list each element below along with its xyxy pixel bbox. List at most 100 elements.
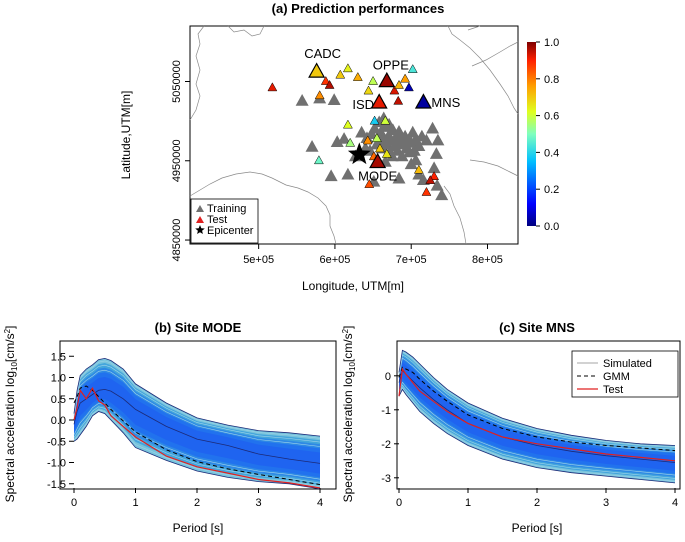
y-tick-label: -1 [381, 405, 391, 417]
simulated-trace [73, 403, 321, 480]
y-tick-label: -1.5 [47, 479, 66, 491]
x-tick-label: 8e+05 [472, 254, 503, 266]
simulated-trace [73, 364, 321, 443]
coastline [189, 25, 519, 245]
test-station [320, 75, 331, 85]
test-station-cadc [308, 62, 326, 78]
panel-a-xlabel: Longitude, UTM[m] [302, 279, 404, 293]
site-label-isd: ISD [352, 97, 374, 112]
test-station [400, 73, 411, 83]
x-tick-label: 0 [71, 497, 77, 509]
y-tick-label: 4850000 [171, 219, 183, 262]
legend-epicenter-icon [195, 225, 205, 234]
test-station [407, 64, 418, 73]
epicenter-star [347, 142, 371, 165]
epicenter [347, 142, 371, 165]
test-station [403, 82, 414, 92]
x-tick-label: 4 [672, 497, 678, 509]
panel-c-legend: Simulated GMM Test [571, 350, 679, 398]
training-station [341, 167, 355, 180]
test-station [313, 155, 324, 165]
gmm-line [73, 385, 321, 486]
panel-c-xlabel: Period [s] [512, 521, 563, 535]
training-station [435, 188, 449, 201]
x-tick-label: 3 [255, 497, 261, 509]
panel-b-lines [73, 385, 321, 489]
test-station [421, 186, 432, 196]
test-station [352, 71, 363, 81]
y-tick-label: 5050000 [171, 60, 183, 103]
training-station [295, 94, 309, 106]
legend-epicenter: Epicenter [207, 225, 254, 237]
y-tick-label: -1.0 [47, 458, 66, 470]
panel-b-ylabel: Spectral acceleration log10[cm/s2] [3, 326, 19, 503]
x-tick-label: 4 [317, 497, 323, 509]
test-station-mode [369, 152, 387, 169]
legend-training-icon [196, 205, 204, 212]
legend-test: Test [603, 384, 623, 396]
training-station [427, 161, 441, 174]
simulated-median-line [73, 388, 321, 464]
panel-b-xlabel: Period [s] [173, 521, 224, 535]
y-tick-label: 1.0 [51, 373, 66, 385]
x-tick-label: 6e+05 [319, 254, 350, 266]
test-station-mns [414, 93, 432, 109]
colorbar-tick-label: 0.4 [544, 147, 559, 159]
training-station [392, 171, 406, 184]
panel-a-title: (a) Prediction performances [272, 1, 445, 16]
training-station [305, 140, 319, 152]
panel-a-plot-frame [189, 25, 519, 245]
y-tick-label: 1.5 [51, 351, 66, 363]
test-station [413, 164, 424, 174]
legend-simulated: Simulated [603, 358, 652, 370]
test-station-oppe [378, 71, 396, 88]
training-station [385, 149, 399, 162]
x-tick-label: 1 [465, 497, 471, 509]
test-station-isd [370, 93, 388, 109]
simulated-trace [398, 387, 676, 482]
panel-c-axes: 0 1 2 3 4 -3 -2 -1 0 [381, 371, 678, 509]
test-station [425, 175, 436, 184]
y-tick-label: 4950000 [171, 139, 183, 182]
training-station [327, 93, 341, 105]
x-tick-label: 0 [396, 497, 402, 509]
test-station [363, 85, 374, 95]
colorbar-tick-label: 1.0 [544, 37, 559, 49]
colorbar-tick-label: 0.2 [544, 184, 559, 196]
panel-a-legend: Training Test Epicenter [190, 198, 259, 244]
x-tick-label: 5e+05 [243, 254, 274, 266]
test-station [267, 82, 278, 92]
simulated-trace [73, 369, 321, 447]
simulated-lower-envelope [73, 411, 321, 490]
training-station [368, 121, 382, 134]
test-station [368, 75, 378, 85]
training-station [419, 133, 433, 146]
test-station [342, 63, 353, 73]
colorbar-tick-label: 0.6 [544, 111, 559, 123]
test-station [324, 79, 335, 89]
simulated-trace [398, 384, 676, 479]
simulated-lower-envelope [398, 388, 676, 484]
x-tick-label: 2 [194, 497, 200, 509]
test-line [73, 386, 321, 489]
training-station [429, 147, 443, 159]
simulated-upper-envelope [73, 357, 321, 437]
panel-b-title: (b) Site MODE [155, 320, 242, 335]
test-station [429, 171, 440, 180]
colorbar [527, 42, 536, 226]
training-station [409, 153, 423, 166]
simulated-trace [73, 360, 321, 439]
test-stations [267, 62, 440, 196]
x-tick-label: 2 [534, 497, 540, 509]
training-station [395, 149, 409, 162]
simulated-trace [398, 381, 676, 476]
training-station [330, 135, 344, 147]
test-station [362, 135, 373, 145]
panel-b-plot-frame [59, 340, 337, 490]
panel-c-lines [398, 366, 676, 463]
site-label-mns: MNS [431, 95, 460, 110]
training-station [431, 133, 445, 146]
test-station [342, 119, 353, 129]
simulated-trace [73, 409, 321, 488]
